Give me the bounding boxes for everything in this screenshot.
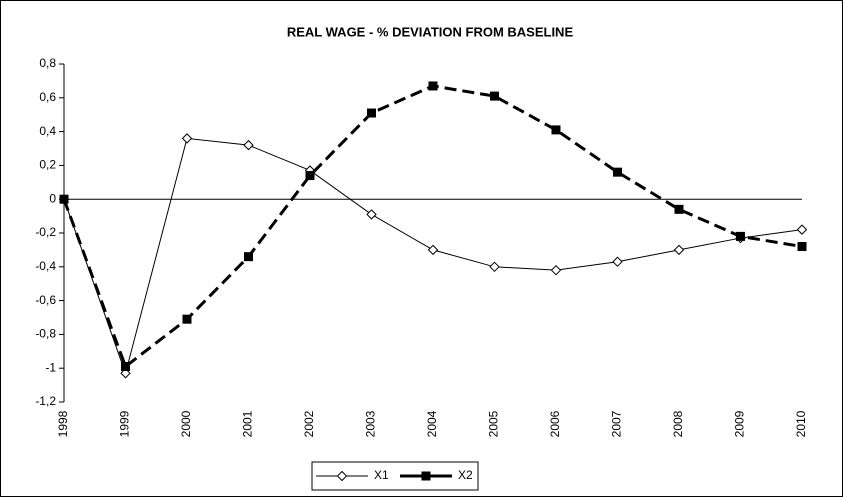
data-point — [612, 256, 623, 267]
data-point — [244, 252, 253, 262]
legend-marker — [421, 471, 431, 481]
data-point — [305, 171, 315, 181]
data-point — [367, 108, 376, 118]
data-point — [120, 368, 131, 379]
y-tick-label: -0,4 — [35, 259, 56, 273]
x-tick-label: 2004 — [425, 410, 439, 437]
data-point — [243, 139, 254, 151]
data-point — [121, 362, 130, 372]
x-tick-label: 2002 — [302, 410, 316, 437]
data-point — [551, 125, 561, 135]
y-tick-label: 0,6 — [39, 90, 56, 104]
data-point — [489, 261, 500, 273]
data-point — [613, 167, 622, 177]
data-point — [490, 91, 499, 101]
y-tick-label: -0,6 — [35, 293, 56, 307]
x-tick-label: 2001 — [241, 410, 255, 437]
x-tick-label: 2010 — [794, 410, 808, 437]
x-tick-label: 1998 — [56, 410, 70, 437]
y-tick-label: 0 — [49, 191, 56, 205]
y-tick-label: -1,2 — [35, 394, 56, 408]
chart-title: REAL WAGE - % DEVIATION FROM BASELINE — [287, 24, 574, 39]
data-point — [366, 209, 377, 220]
x-tick-label: 2000 — [179, 410, 193, 437]
x-tick-label: 2007 — [610, 410, 624, 437]
x-tick-label: 2003 — [364, 410, 378, 437]
x-tick-label: 2006 — [548, 410, 562, 437]
data-point — [427, 244, 439, 256]
y-tick-label: 0,8 — [39, 56, 56, 70]
data-point — [550, 264, 562, 276]
data-point — [59, 194, 69, 204]
legend: X1 X2 — [311, 461, 479, 491]
y-tick-label: -0,8 — [35, 327, 56, 341]
legend-marker — [336, 470, 348, 482]
data-point — [182, 314, 192, 324]
x-tick-label: 1999 — [118, 410, 132, 437]
x-tick-label: 2008 — [671, 410, 685, 437]
x-tick-label: 2005 — [487, 410, 501, 437]
x-tick-label: 2009 — [733, 410, 747, 437]
data-point — [796, 224, 808, 235]
data-point — [428, 81, 438, 91]
data-point — [674, 204, 684, 214]
y-tick-label: 0,4 — [39, 124, 56, 138]
data-point — [181, 133, 193, 144]
y-tick-label: 0,2 — [39, 158, 56, 172]
data-point — [736, 231, 745, 241]
legend-label: X1 — [374, 468, 389, 482]
data-point — [797, 242, 807, 252]
y-tick-label: -0,2 — [35, 225, 56, 239]
data-point — [673, 244, 685, 256]
y-tick-label: -1 — [45, 360, 56, 374]
legend-label: X2 — [458, 468, 473, 482]
